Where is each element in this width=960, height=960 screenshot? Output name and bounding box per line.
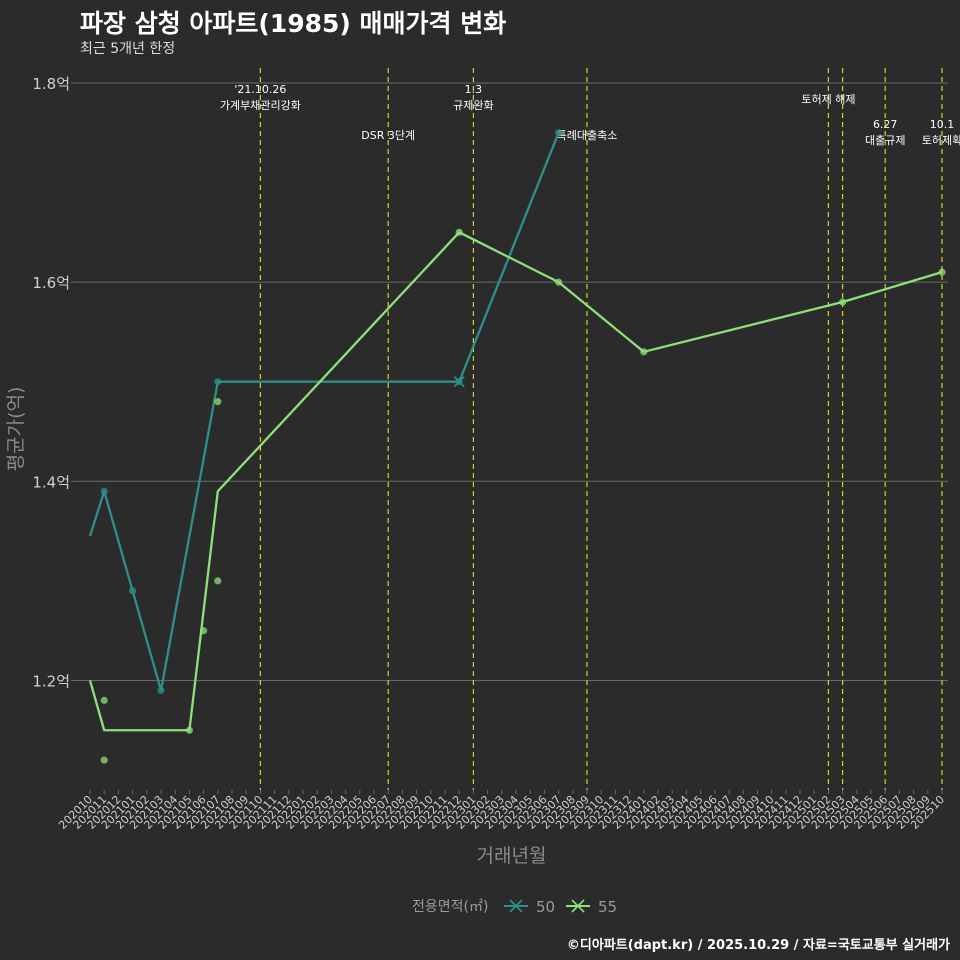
- event-label: 6.27 대출규제: [865, 118, 905, 147]
- series-50-line: [88, 132, 560, 692]
- event-label: 토허제 해제: [801, 92, 855, 106]
- y-tick-label: 1.4억: [32, 473, 70, 491]
- legend-key-55-cross: [571, 899, 585, 913]
- event-label: 10.1 토허제확: [922, 118, 960, 147]
- series-55-point: [100, 756, 108, 764]
- series-55-point: [640, 348, 648, 356]
- series-55-point: [200, 627, 208, 635]
- series-55-point: [839, 298, 847, 306]
- series-50-point: [555, 129, 563, 137]
- y-tick-label: 1.8억: [32, 75, 70, 93]
- legend-key-50-cross: [509, 899, 523, 913]
- series-50-point: [214, 378, 222, 386]
- event-label: 1.3 규제완화: [453, 83, 493, 112]
- y-tick-label: 1.6억: [32, 274, 70, 292]
- series-55-point: [185, 726, 193, 734]
- y-axis-title: 평균가(억): [5, 387, 27, 472]
- series-55-point: [455, 228, 463, 236]
- event-label: DSR 3단계: [361, 129, 415, 142]
- chart-title: 파장 삼청 아파트(1985) 매매가격 변화: [80, 9, 507, 38]
- y-tick-label: 1.2억: [32, 672, 70, 690]
- series-55-point: [100, 696, 108, 704]
- series-50-point: [157, 686, 165, 695]
- legend-label-50: 50: [536, 898, 555, 916]
- series-55-point: [938, 268, 946, 276]
- series-50-point: [129, 587, 137, 595]
- series-50-cross-marker: [453, 376, 465, 388]
- chart-subtitle: 최근 5개년 한정: [80, 41, 176, 57]
- series-50-point: [100, 487, 108, 495]
- legend-title: 전용면적(㎡): [412, 899, 488, 915]
- event-label: 특례대출축소: [557, 129, 618, 142]
- series-55-point: [555, 278, 563, 286]
- series-55-point: [214, 577, 222, 585]
- source-caption: ©디아파트(dapt.kr) / 2025.10.29 / 자료=국토교통부 실…: [566, 938, 950, 953]
- legend-label-55: 55: [598, 898, 617, 916]
- series-55-point: [214, 398, 222, 406]
- event-label: '21.10.26 가계부채관리강화: [220, 83, 301, 112]
- x-axis-title: 거래년월: [477, 845, 547, 867]
